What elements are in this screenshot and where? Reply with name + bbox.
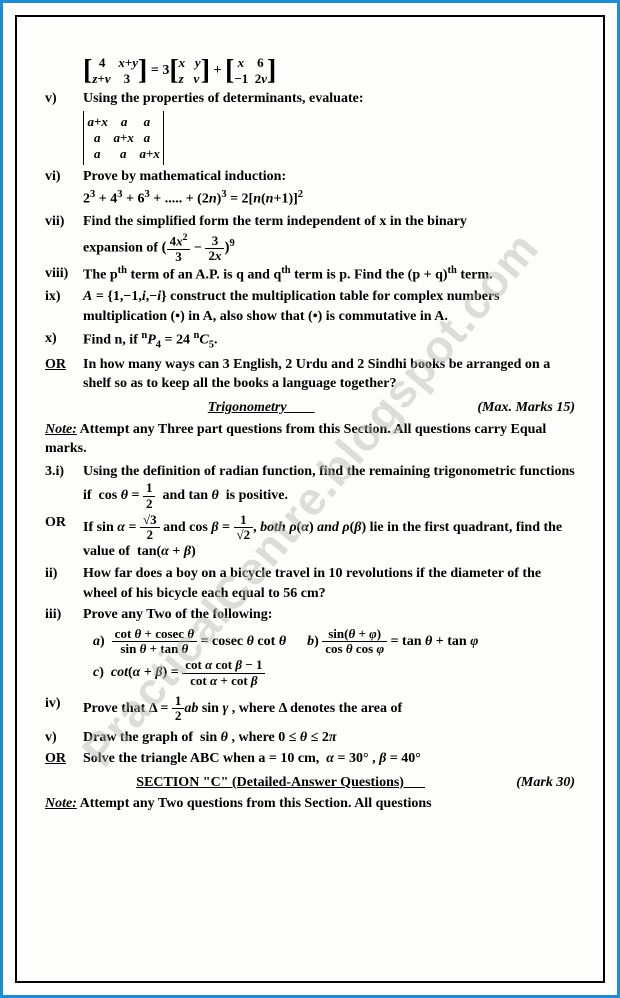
item-vi-formula: 23 + 43 + 63 + ..... + (2n)3 = 2[n(n+1)]…: [45, 188, 575, 209]
item-iii-text: Prove any Two of the following:: [83, 605, 575, 625]
note2-text: Attempt any Two questions from this Sect…: [80, 796, 432, 811]
item-v-label: v): [45, 89, 83, 109]
trig-heading: Trigonometry (Max. Marks 15): [45, 398, 575, 418]
section-c-title: SECTION "C" (Detailed-Answer Questions): [136, 775, 404, 790]
item-x-text: Find n, if nP4 = 24 nC5.: [83, 329, 575, 353]
note1: Note: Attempt any Three part questions f…: [45, 420, 575, 459]
item-vi-text: Prove by mathematical induction:: [83, 167, 575, 187]
or2-text: If sin α = √32 and cos β = 1√2, both ρ(α…: [83, 513, 575, 562]
section-c-heading: SECTION "C" (Detailed-Answer Questions) …: [45, 773, 575, 793]
note2: Note: Attempt any Two questions from thi…: [45, 794, 575, 814]
item-ix-text: A = {1,−1,i,−i} construct the multiplica…: [83, 287, 575, 326]
item-v2-text: Draw the graph of sin θ , where 0 ≤ θ ≤ …: [83, 728, 575, 748]
item-ii-label: ii): [45, 564, 83, 603]
item-vii-text: Find the simplified form the term indepe…: [83, 212, 575, 232]
item-iii-c: c) cot(α + β) = cot α cot β − 1cot α + c…: [45, 658, 575, 688]
item-viii-text: The pth term of an A.P. is q and qth ter…: [83, 264, 575, 285]
q3i-label: 3.i): [45, 462, 83, 511]
expansion-label: expansion of: [83, 241, 158, 256]
item-iii-ab: a) cot θ + cosec θsin θ + tan θ = cosec …: [45, 627, 575, 657]
or3-label: OR: [45, 749, 83, 769]
section-c-marks: (Mark 30): [516, 773, 575, 793]
matrix-equation: [ 4 x+yz+v 3 ] = 3[x yz v] + [ x 6 −1 2v…: [83, 55, 575, 86]
item-iv-label: iv): [45, 694, 83, 724]
item-ix-label: ix): [45, 287, 83, 326]
or3-text: Solve the triangle ABC when a = 10 cm, α…: [83, 749, 575, 769]
item-vii-text2: expansion of (4x23 − 32x)9: [83, 233, 575, 264]
q3i-text: Using the definition of radian function,…: [83, 462, 575, 511]
item-iii-label: iii): [45, 605, 83, 625]
item-iv-text: Prove that Δ = 12ab sin γ , where Δ deno…: [83, 694, 575, 724]
item-viii-label: viii): [45, 264, 83, 285]
inner-border: PracticalCentre.blogspot.com [ 4 x+yz+v …: [15, 15, 605, 983]
or1-label: OR: [45, 355, 83, 394]
trig-marks: (Max. Marks 15): [477, 398, 575, 418]
trig-title: Trigonometry: [208, 400, 287, 415]
item-vi-label: vi): [45, 167, 83, 187]
item-v-determinant: a+x a a a a+x a a a a+x: [45, 111, 575, 165]
item-vii-label: vii): [45, 212, 83, 232]
item-x-label: x): [45, 329, 83, 353]
item-ii-text: How far does a boy on a bicycle travel i…: [83, 564, 575, 603]
outer-border: PracticalCentre.blogspot.com [ 4 x+yz+v …: [0, 0, 620, 998]
item-v-text: Using the properties of determinants, ev…: [83, 89, 575, 109]
item-v2-label: v): [45, 728, 83, 748]
or1-text: In how many ways can 3 English, 2 Urdu a…: [83, 355, 575, 394]
note1-text: Attempt any Three part questions from th…: [45, 422, 546, 457]
page-content: [ 4 x+yz+v 3 ] = 3[x yz v] + [ x 6 −1 2v…: [45, 55, 575, 814]
or2-label: OR: [45, 513, 83, 562]
